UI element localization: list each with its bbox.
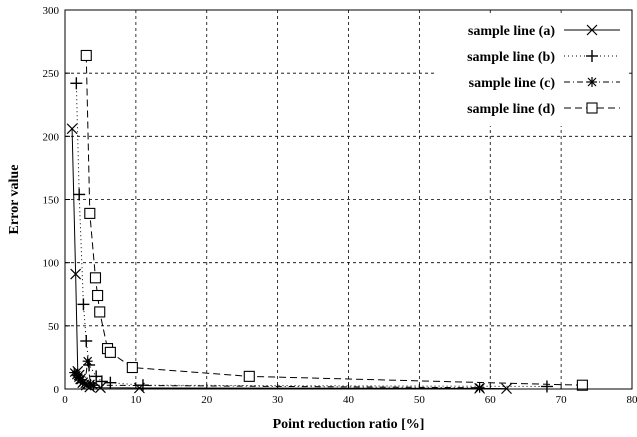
x-tick-label: 0: [62, 394, 68, 406]
x-tick-label: 70: [556, 394, 568, 406]
x-tick-label: 20: [201, 394, 213, 406]
series-d-point: [576, 379, 588, 391]
series-d-point: [126, 361, 138, 374]
series-d-point: [243, 370, 255, 382]
legend-entry-c: sample line (c): [469, 76, 620, 91]
series-d-line: [85, 55, 583, 386]
series-c-point: [82, 356, 93, 367]
legend-label-a: sample line (a): [468, 24, 555, 39]
y-tick-label: 150: [43, 195, 60, 207]
series-d-point: [89, 272, 102, 284]
legend-entry-d: sample line (d): [467, 102, 620, 117]
series-b-point: [95, 375, 108, 388]
legend-marker-a: [586, 24, 598, 36]
y-axis-title: Error value: [7, 165, 22, 235]
y-tick-label: 100: [43, 258, 60, 270]
series-b-point: [70, 77, 83, 90]
y-tick-label: 250: [43, 68, 60, 80]
y-tick-label: 50: [48, 321, 60, 333]
series-a-point: [66, 123, 78, 135]
x-tick-label: 40: [343, 394, 355, 406]
legend-label-c: sample line (c): [469, 76, 556, 91]
series-c: [69, 356, 485, 393]
series-b-point: [540, 380, 553, 393]
series-a-point: [70, 268, 82, 280]
x-tick-label: 80: [627, 394, 637, 406]
legend-label-d: sample line (d): [467, 102, 555, 117]
series-a: [66, 123, 512, 395]
series-b-point: [73, 188, 86, 201]
series-d-point: [104, 346, 116, 358]
series-a-line: [71, 128, 507, 390]
y-tick-label: 200: [43, 131, 60, 143]
legend-entry-b: sample line (b): [467, 50, 620, 65]
grid-lines: [65, 10, 632, 389]
series-b-point: [80, 334, 93, 347]
x-tick-label: 30: [272, 394, 284, 406]
y-tick-label: 0: [54, 384, 60, 396]
legend-marker-b: [586, 50, 598, 62]
series-d-point: [92, 289, 104, 302]
legend-entry-a: sample line (a): [468, 24, 620, 39]
series-b-point: [77, 298, 90, 311]
series-d: [80, 49, 588, 391]
series-d-point: [84, 207, 96, 219]
legend-marker-d: [586, 102, 598, 114]
x-tick-label: 10: [130, 394, 142, 406]
series-c-point: [88, 380, 99, 391]
x-tick-label: 60: [485, 394, 497, 406]
plot-frame: [64, 9, 633, 390]
series-a-point: [95, 382, 106, 394]
legend: sample line (a) sample line (b) sample lin…: [435, 14, 628, 126]
series-b: [70, 77, 553, 393]
x-tick-label: 50: [414, 394, 426, 406]
legend-marker-c: [587, 77, 597, 87]
series-b-point: [104, 376, 117, 389]
series-b-point: [90, 370, 103, 383]
legend-label-b: sample line (b): [467, 50, 555, 65]
series-b-line: [75, 83, 547, 387]
series-d-point: [80, 49, 92, 62]
series-c-point: [474, 382, 485, 393]
plot-series: [66, 49, 588, 395]
y-tick-label: 300: [43, 5, 60, 17]
series-d-point: [94, 306, 106, 318]
x-axis-title: Point reduction ratio [%]: [273, 417, 425, 432]
